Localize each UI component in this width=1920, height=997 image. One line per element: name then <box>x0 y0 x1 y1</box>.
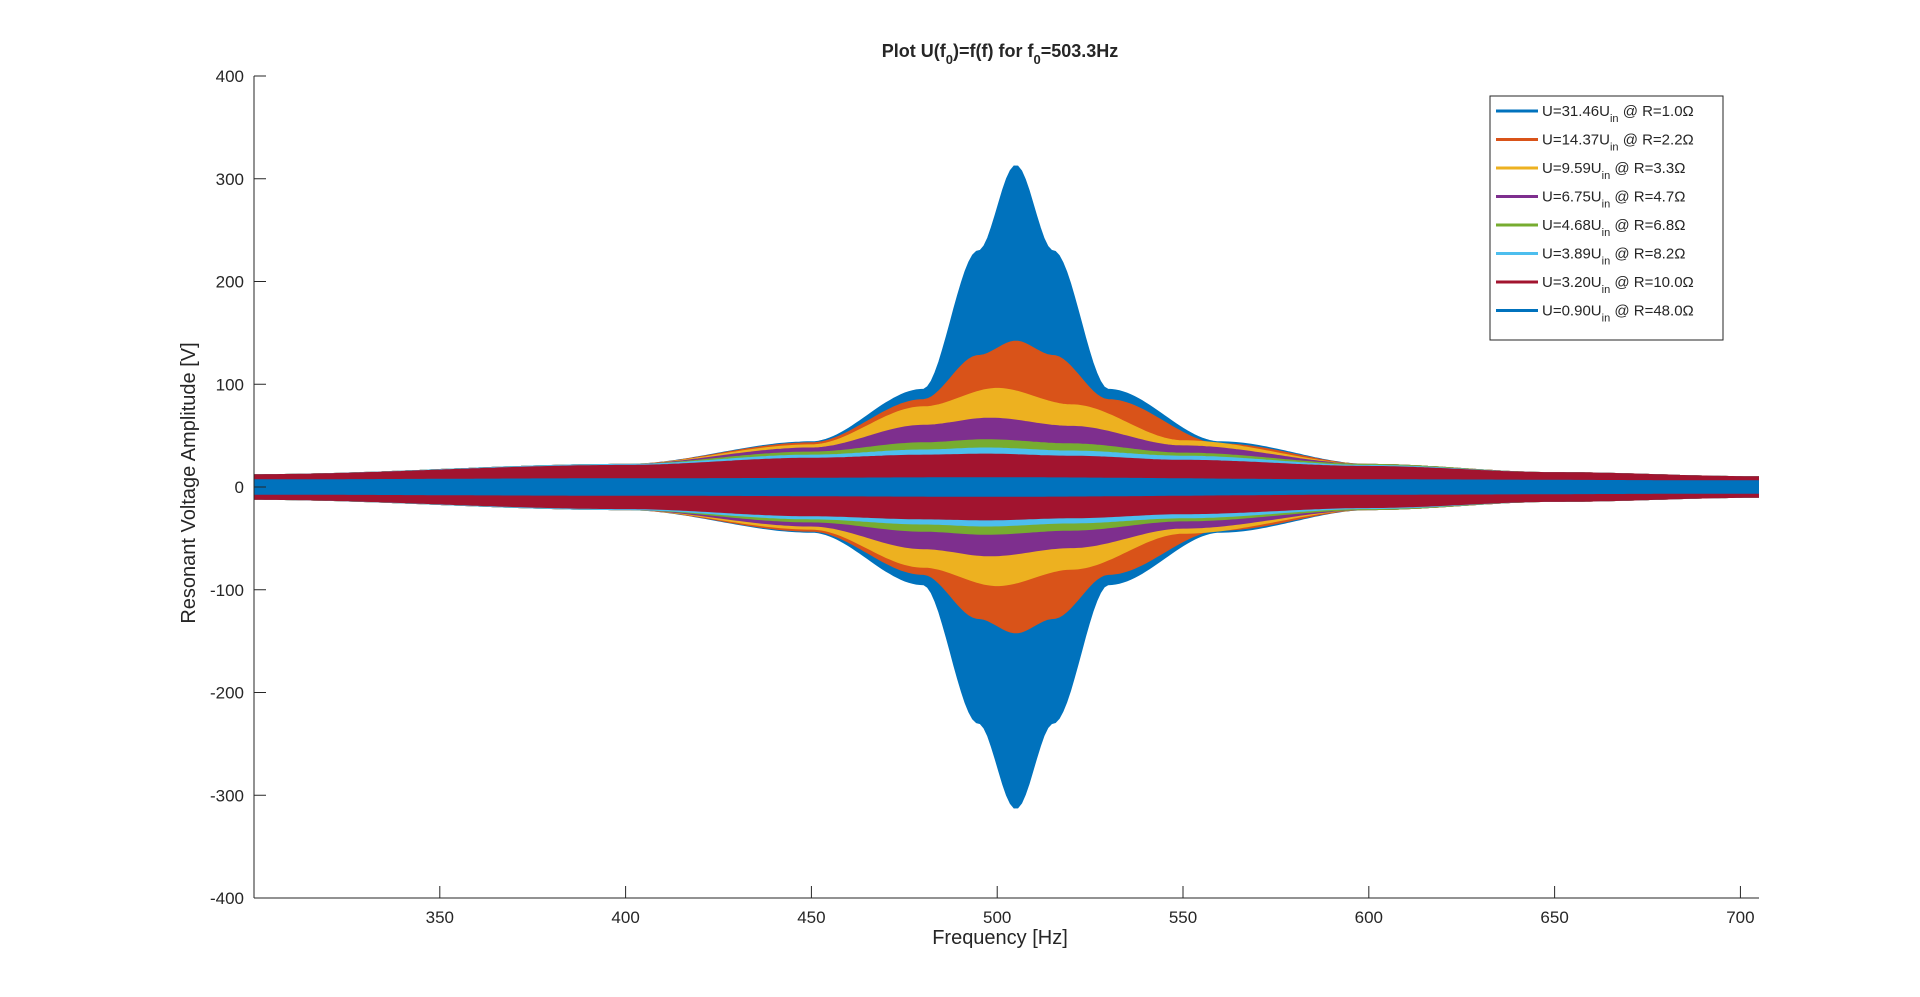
ticks-layer: 350 400 450 500 550 600 650 700 400 300 200 100 0 -10… <box>210 67 1755 927</box>
legend-entry: U=4.68Uin @ R=6.8Ω <box>1542 217 1685 239</box>
legend: U=31.46Uin @ R=1.0Ω U=14.37Uin @ R=2.2Ω U=… <box>1489 95 1724 341</box>
legend-entry: U=3.20Uin @ R=10.0Ω <box>1542 274 1694 296</box>
x-tick-label: 700 <box>1726 908 1754 927</box>
y-tick-label: -100 <box>210 581 244 600</box>
legend-entry: U=6.75Uin @ R=4.7Ω <box>1542 189 1685 211</box>
y-tick-label: -300 <box>210 786 244 805</box>
y-tick-label: 0 <box>235 478 244 497</box>
legend-entry: U=14.37Uin @ R=2.2Ω <box>1542 132 1694 154</box>
legend-entry: U=9.59Uin @ R=3.3Ω <box>1542 160 1685 182</box>
x-tick-label: 550 <box>1169 908 1197 927</box>
chart-title: Plot U(f0)=f(f) for f0=503.3Hz <box>882 41 1119 67</box>
legend-entry: U=31.46Uin @ R=1.0Ω <box>1542 103 1694 125</box>
y-tick-label: -200 <box>210 684 244 703</box>
series-area-8 <box>254 477 1759 497</box>
x-tick-label: 500 <box>983 908 1011 927</box>
y-axis-label: Resonant Voltage Amplitude [V] <box>178 342 200 623</box>
legend-box <box>1489 95 1724 341</box>
x-tick-label: 600 <box>1355 908 1383 927</box>
x-tick-label: 350 <box>426 908 454 927</box>
x-axis-label: Frequency [Hz] <box>932 927 1068 949</box>
y-tick-label: 400 <box>216 67 244 86</box>
legend-entry: U=3.89Uin @ R=8.2Ω <box>1542 246 1685 268</box>
y-tick-label: 300 <box>216 170 244 189</box>
x-tick-label: 450 <box>797 908 825 927</box>
y-tick-label: 200 <box>216 273 244 292</box>
y-tick-label: 100 <box>216 375 244 394</box>
legend-entry: U=0.90Uin @ R=48.0Ω <box>1542 303 1694 325</box>
x-tick-label: 400 <box>611 908 639 927</box>
x-tick-label: 650 <box>1540 908 1568 927</box>
y-tick-label: -400 <box>210 889 244 908</box>
series-layer <box>254 165 1759 809</box>
